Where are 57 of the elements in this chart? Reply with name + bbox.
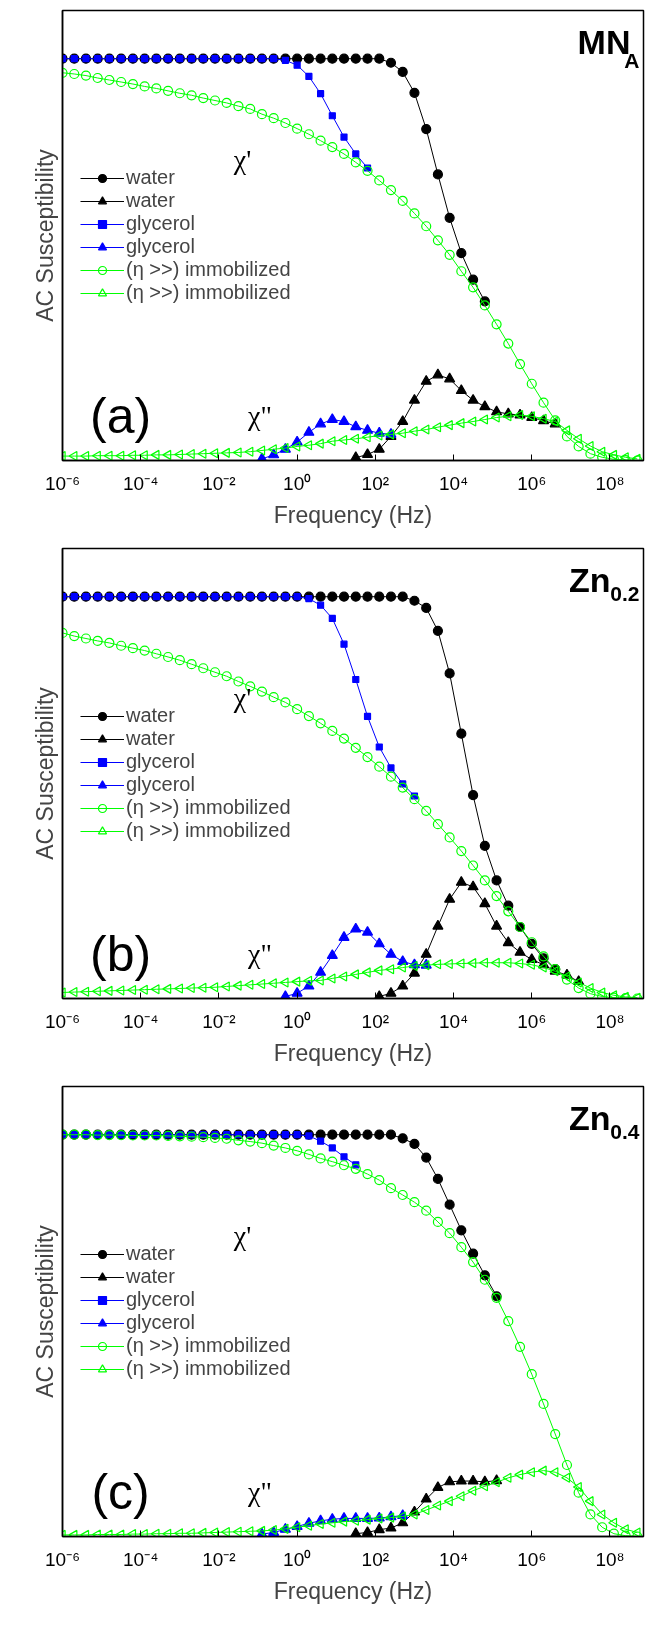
x-tick-label: 10⁴ — [438, 472, 469, 494]
legend-label: water — [126, 727, 175, 750]
legend-label: (η >>) immobilized — [126, 819, 291, 842]
legend-label: glycerol — [126, 1288, 195, 1311]
x-tick-label: 10⁰ — [283, 1010, 312, 1032]
x-tick-label: 10⁻⁶ — [45, 1548, 80, 1570]
x-tick-label: 10⁰ — [283, 472, 312, 494]
annotation: χ' — [232, 681, 252, 713]
x-tick-label: 10⁻² — [202, 472, 236, 494]
legend-label: glycerol — [126, 1311, 195, 1334]
x-tick-label: 10⁰ — [283, 1548, 312, 1570]
annotation: (b) — [90, 925, 152, 982]
x-tick-label: 10⁻⁴ — [123, 472, 159, 494]
y-axis-title: AC Susceptibility — [31, 148, 58, 322]
legend-label: (η >>) immobilized — [126, 796, 291, 819]
x-axis-title: Frequency (Hz) — [273, 1039, 433, 1066]
legend-label: glycerol — [126, 750, 195, 773]
x-tick-label: 10⁴ — [438, 1548, 469, 1570]
annotation: (c) — [91, 1463, 150, 1520]
legend-label: (η >>) immobilized — [126, 258, 291, 281]
x-tick-label: 10² — [361, 1010, 390, 1032]
x-tick-label: 10⁸ — [595, 1010, 625, 1032]
annotation: χ' — [232, 1219, 252, 1251]
x-tick-label: 10⁻² — [202, 1010, 236, 1032]
x-tick-label: 10⁻² — [202, 1548, 236, 1570]
y-axis-title: AC Susceptibility — [31, 686, 58, 860]
legend-label: glycerol — [126, 773, 195, 796]
x-tick-label: 10⁸ — [595, 1548, 625, 1570]
legend-label: (η >>) immobilized — [126, 1357, 291, 1380]
legend-label: water — [126, 704, 175, 727]
legend-label: water — [126, 189, 175, 212]
x-axis-title: Frequency (Hz) — [273, 1577, 433, 1604]
legend-label: water — [126, 166, 175, 189]
x-tick-label: 10⁻⁶ — [45, 472, 80, 494]
legend-label: glycerol — [126, 212, 195, 235]
x-tick-label: 10⁶ — [517, 1010, 547, 1032]
x-tick-label: 10⁻⁶ — [45, 1010, 80, 1032]
x-axis-title: Frequency (Hz) — [273, 501, 433, 528]
legend-label: (η >>) immobilized — [126, 1334, 291, 1357]
x-tick-label: 10⁸ — [595, 472, 625, 494]
x-tick-label: 10⁴ — [438, 1010, 469, 1032]
x-tick-label: 10² — [361, 1548, 390, 1570]
legend-label: glycerol — [126, 235, 195, 258]
annotation: χ" — [247, 400, 272, 431]
annotation: (a) — [90, 387, 152, 444]
x-tick-label: 10⁻⁴ — [123, 1010, 159, 1032]
x-tick-label: 10⁻⁴ — [123, 1548, 159, 1570]
annotation: χ" — [247, 938, 272, 969]
annotation: χ" — [247, 1476, 272, 1507]
x-tick-label: 10² — [361, 472, 390, 494]
x-tick-label: 10⁶ — [517, 472, 547, 494]
legend-label: (η >>) immobilized — [126, 281, 291, 304]
y-axis-title: AC Susceptibility — [31, 1224, 58, 1398]
legend-label: water — [126, 1265, 175, 1288]
annotation: χ' — [232, 143, 252, 175]
x-tick-label: 10⁶ — [517, 1548, 547, 1570]
legend-label: water — [126, 1242, 175, 1265]
